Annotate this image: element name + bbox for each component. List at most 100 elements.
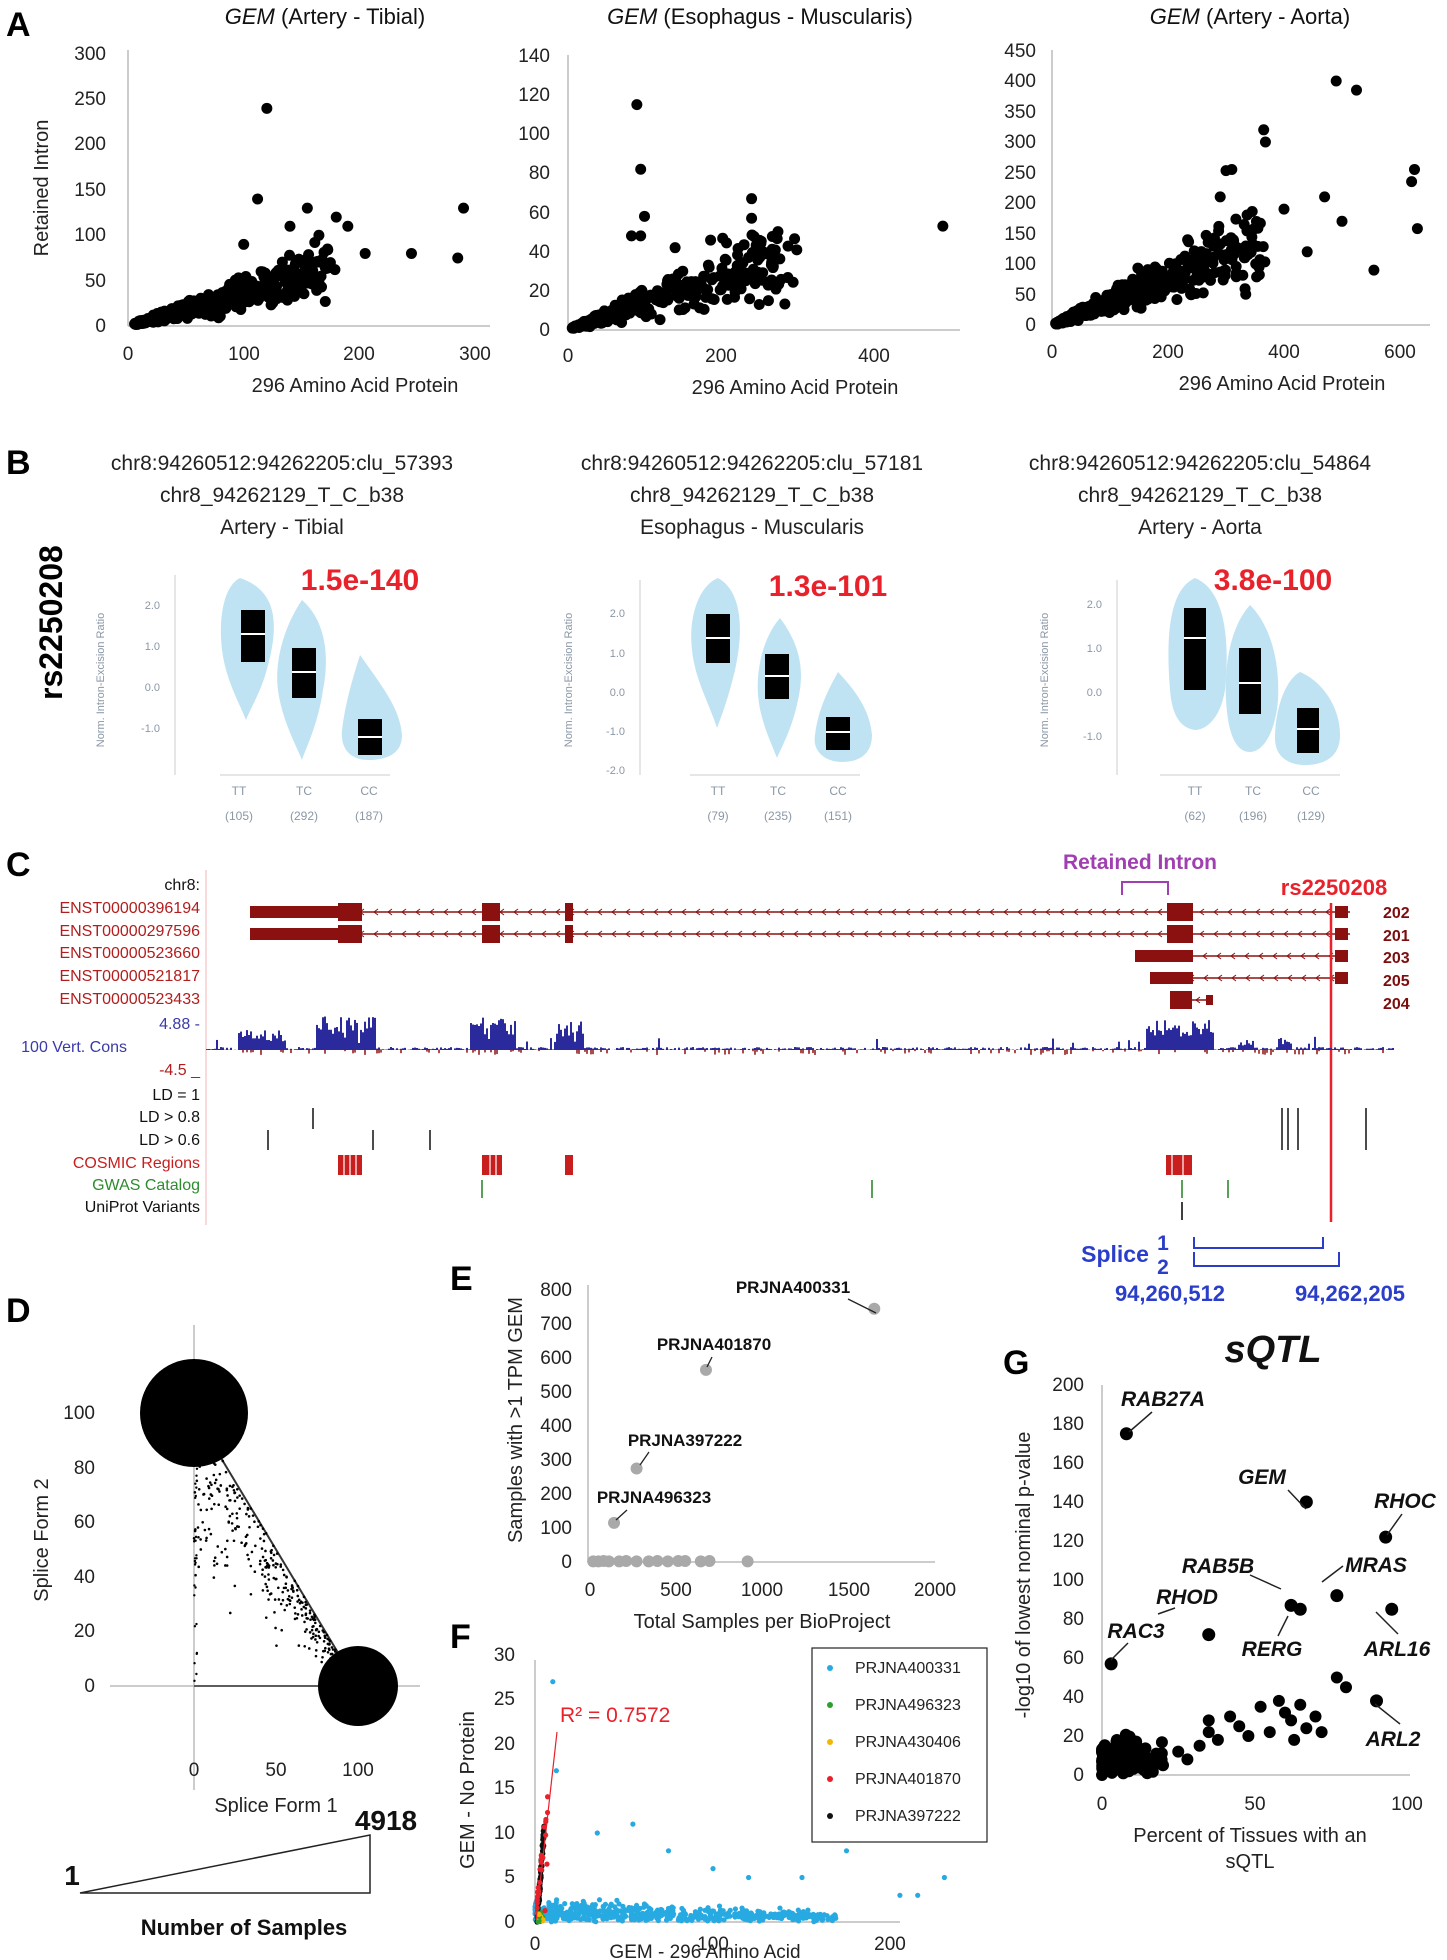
g-xlabel: Percent of Tissues with an <box>1133 1825 1366 1847</box>
scatter-point <box>272 1576 276 1580</box>
scatter-point <box>721 293 733 305</box>
strand-arrow <box>947 930 953 938</box>
scatter-point <box>1096 1759 1109 1772</box>
panel-c-genome-browser: chr8: ENST00000396194 ENST00000297596 EN… <box>21 851 1410 1306</box>
scatter-point <box>783 1910 789 1916</box>
scatter-point <box>590 311 602 323</box>
g-ytick: 40 <box>1063 1687 1084 1708</box>
scatter-point <box>228 1611 232 1615</box>
scatter-point <box>225 289 237 301</box>
scatter-point <box>301 1601 304 1604</box>
scatter-point <box>251 1514 255 1517</box>
scatter-point <box>303 1644 307 1648</box>
strand-arrow <box>1297 908 1303 916</box>
scatter-point <box>1330 75 1342 87</box>
strand-arrow <box>597 908 603 916</box>
scatter-point <box>193 1594 196 1597</box>
scatter-point <box>264 1616 268 1619</box>
scatter-point <box>591 1918 598 1924</box>
scatter-point <box>1149 267 1161 279</box>
scatter-point <box>1171 294 1183 306</box>
scatter-point <box>405 247 417 259</box>
scatter-point <box>196 1526 200 1529</box>
strand-arrow <box>1213 930 1219 938</box>
exon-block <box>1206 995 1213 1005</box>
scatter-point <box>305 1628 308 1631</box>
a3-ytick: 100 <box>1004 254 1036 275</box>
strand-arrow <box>681 908 687 916</box>
scatter-point <box>197 1535 200 1539</box>
scatter-point <box>1272 1694 1285 1707</box>
scatter-point <box>669 242 681 254</box>
exon-block <box>482 925 500 943</box>
scatter-point <box>590 1902 596 1908</box>
scatter-point <box>748 1911 755 1917</box>
b1-ytick: -1.0 <box>141 723 160 735</box>
scatter-point <box>228 1514 232 1518</box>
strand-arrow <box>793 908 799 916</box>
scatter-point <box>224 1564 227 1567</box>
strand-arrow <box>1213 908 1219 916</box>
scatter-point <box>679 1554 692 1567</box>
a3-ytick: 350 <box>1004 102 1036 123</box>
strand-arrow <box>1101 908 1107 916</box>
e-xlabel: Total Samples per BioProject <box>634 1611 891 1633</box>
strand-arrow <box>625 930 631 938</box>
strand-arrow <box>989 930 995 938</box>
scatter-point <box>328 1639 331 1642</box>
scatter-point <box>309 1618 312 1621</box>
scatter-point <box>193 1563 197 1566</box>
panel-e-letter: E <box>450 1260 473 1298</box>
scatter-point <box>286 1597 290 1601</box>
b3-ytick: -1.0 <box>1083 731 1102 743</box>
scatter-point <box>581 1900 587 1907</box>
strand-arrow <box>723 930 729 938</box>
a2-ytick: 20 <box>529 281 550 302</box>
exon-block <box>1170 991 1192 1009</box>
scatter-point <box>260 1547 264 1550</box>
strand-arrow <box>1301 974 1307 982</box>
scatter-point <box>195 1479 199 1483</box>
scatter-point <box>679 302 691 314</box>
strand-arrow <box>1241 908 1247 916</box>
a1-ytick: 0 <box>95 316 106 337</box>
d-big-circle-right <box>318 1646 398 1726</box>
f-ylabel: GEM - No Protein <box>457 1711 479 1869</box>
panel-a-plot-1: GEM (Artery - Tibial) 0 50 100 150 200 2… <box>31 4 491 397</box>
scatter-point <box>240 1541 243 1545</box>
strand-arrow <box>1017 930 1023 938</box>
strand-arrow <box>653 908 659 916</box>
a2-ytick: 100 <box>518 124 550 145</box>
c-isoform-id: 205 <box>1383 973 1410 990</box>
strand-arrow <box>1157 908 1163 916</box>
scatter-point <box>811 1919 817 1925</box>
strand-arrow <box>1297 930 1303 938</box>
b1-genotype: TT <box>232 784 247 798</box>
scatter-point <box>137 317 149 329</box>
strand-arrow <box>1311 930 1317 938</box>
scatter-point <box>564 1909 570 1915</box>
scatter-point <box>304 1600 307 1604</box>
scatter-point <box>296 1594 300 1598</box>
strand-arrow <box>1325 908 1331 916</box>
scatter-point <box>275 1552 279 1555</box>
exon-block <box>1335 972 1348 984</box>
scatter-point <box>264 1549 267 1553</box>
panel-f-plot: 0 5 10 15 20 25 30 0 100 200 GEM - 296 A… <box>457 1645 988 1960</box>
scatter-point <box>228 1499 231 1502</box>
scatter-point <box>295 1588 299 1592</box>
scatter-point <box>311 1625 314 1629</box>
scatter-point <box>745 1917 752 1923</box>
g-gene-label: RAB5B <box>1182 1555 1254 1578</box>
b1-count: (292) <box>290 809 318 823</box>
g-ytick: 80 <box>1063 1609 1084 1630</box>
scatter-point <box>306 1617 309 1620</box>
scatter-point <box>212 1576 216 1579</box>
strand-arrow <box>919 930 925 938</box>
c-isoform-id: 202 <box>1383 905 1410 922</box>
scatter-point <box>662 294 674 306</box>
scatter-point <box>311 256 323 268</box>
strand-arrow <box>961 930 967 938</box>
scatter-point <box>342 220 354 232</box>
scatter-point <box>628 1910 635 1916</box>
